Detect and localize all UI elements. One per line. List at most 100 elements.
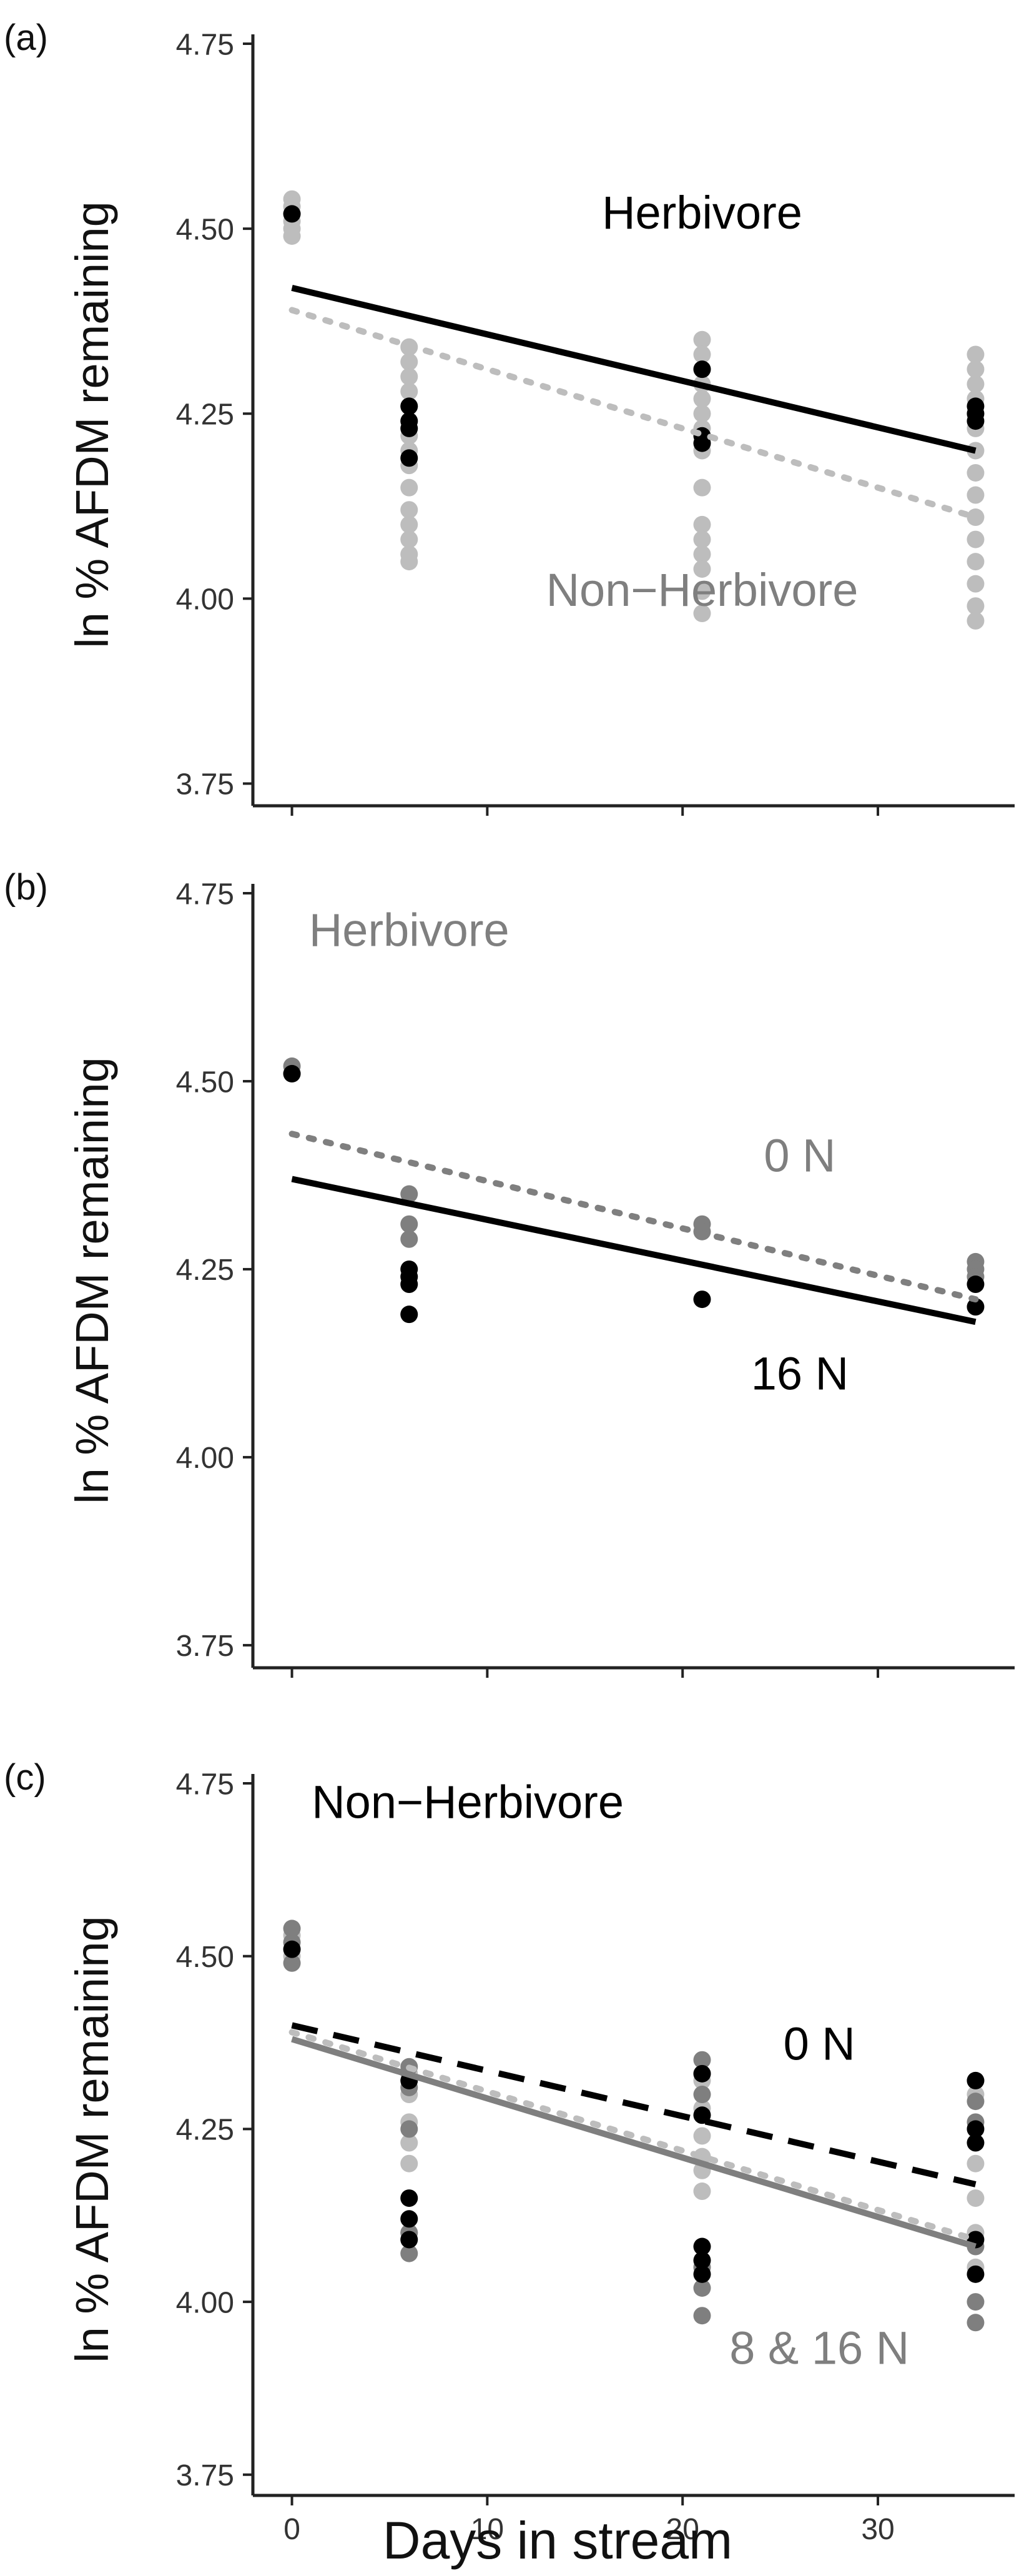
data-point-16-n (693, 2279, 711, 2297)
data-point-8-n (400, 2134, 418, 2152)
data-point-16-n (693, 2051, 711, 2069)
panel-label: (b) (4, 867, 48, 908)
data-point-16-n (967, 1298, 985, 1316)
data-point-0-n (400, 2210, 418, 2228)
y-tick-label: 4.50 (176, 1066, 234, 1099)
data-point-non-herbivore (693, 515, 711, 533)
data-point-non-herbivore (693, 405, 711, 423)
fit-line-non-herbivore (288, 307, 979, 521)
x-tick-label: 0 (283, 2513, 300, 2546)
panel-a: (a) 3.75 4.00 4.25 4.50 4.75 ln % AFDM remaini… (4, 17, 1015, 816)
data-point-non-herbivore (693, 530, 711, 548)
data-point-0-n (283, 1940, 301, 1958)
data-point-0-n (967, 2134, 985, 2152)
fit-line-0-n (288, 1131, 979, 1303)
fit-line-16-n (291, 1176, 977, 1325)
data-point-herbivore (967, 412, 985, 430)
x-axis-title: Days in stream (383, 2511, 732, 2570)
annotation-0-n: 0 N (764, 1129, 835, 1181)
data-point-0-n (400, 1185, 418, 1203)
annotation-non-herbivore: Non−Herbivore (312, 1776, 624, 1828)
data-point-non-herbivore (967, 597, 985, 615)
data-point-non-herbivore (400, 382, 418, 400)
data-point-0-n (693, 2064, 711, 2083)
data-point-8-n (693, 2127, 711, 2145)
fit-line-16-n (291, 2036, 977, 2250)
data-point-non-herbivore (967, 612, 985, 630)
data-point-8-n (693, 2182, 711, 2201)
data-point-16-n (967, 2314, 985, 2332)
data-point-non-herbivore (693, 605, 711, 623)
data-point-8-n (400, 2154, 418, 2172)
data-point-non-herbivore (967, 486, 985, 504)
data-point-non-herbivore (967, 360, 985, 379)
data-point-non-herbivore (693, 390, 711, 408)
annotation-herbivore: Herbivore (309, 904, 510, 956)
data-point-non-herbivore (400, 353, 418, 371)
y-tick-label: 4.00 (176, 2286, 234, 2319)
annotation-herbivore: Herbivore (602, 187, 802, 239)
data-point-0-n (693, 2251, 711, 2269)
y-tick-label: 4.00 (176, 1442, 234, 1475)
annotation-0-n: 0 N (784, 2018, 855, 2070)
data-point-16-n (400, 2244, 418, 2262)
data-point-non-herbivore (283, 227, 301, 245)
y-axis-title: ln % AFDM remaining (66, 1916, 118, 2363)
y-tick-label: 4.25 (176, 1254, 234, 1287)
data-point-16-n (967, 2293, 985, 2311)
data-point-herbivore (400, 397, 418, 415)
y-tick-label: 4.75 (176, 28, 234, 61)
data-point-0-n (967, 2071, 985, 2089)
panel-label: (c) (4, 1757, 46, 1798)
data-point-16-n (283, 1064, 301, 1082)
data-point-0-n (400, 1230, 418, 1248)
data-point-non-herbivore (967, 553, 985, 571)
data-point-non-herbivore (967, 345, 985, 364)
x-tick-label: 30 (861, 2513, 894, 2546)
data-point-herbivore (693, 434, 711, 452)
panel-c: (c) 3.75 4.00 4.25 4.50 4.75 0 10 20 30 ln % AFDM … (4, 1757, 1015, 2546)
data-point-non-herbivore (693, 345, 711, 364)
x-tick-label: 20 (666, 2513, 699, 2546)
panel-label: (a) (4, 17, 48, 58)
fit-line-herbivore (291, 285, 977, 454)
data-point-0-n (400, 2189, 418, 2207)
data-point-8-n (967, 2189, 985, 2207)
data-point-16-n (400, 1276, 418, 1294)
data-point-non-herbivore (967, 508, 985, 527)
y-tick-label: 4.75 (176, 878, 234, 911)
data-point-0-n (400, 2231, 418, 2249)
data-point-non-herbivore (967, 575, 985, 593)
data-point-herbivore (400, 419, 418, 437)
annotation-16-n: 16 N (751, 1348, 849, 1400)
data-point-non-herbivore (967, 375, 985, 393)
data-point-non-herbivore (693, 560, 711, 578)
data-point-non-herbivore (967, 463, 985, 482)
data-point-non-herbivore (400, 368, 418, 386)
data-point-herbivore (283, 205, 301, 223)
data-point-non-herbivore (400, 530, 418, 548)
data-point-0-n (967, 2265, 985, 2283)
data-point-non-herbivore (967, 530, 985, 548)
y-tick-label: 3.75 (176, 768, 234, 801)
data-point-non-herbivore (400, 501, 418, 519)
y-tick-label: 4.50 (176, 1941, 234, 1974)
y-tick-label: 4.25 (176, 399, 234, 432)
y-tick-label: 4.25 (176, 2114, 234, 2147)
fit-line-0-n (291, 2022, 977, 2187)
data-point-16-n (693, 2307, 711, 2325)
data-point-non-herbivore (400, 553, 418, 571)
x-tick-label: 10 (471, 2513, 504, 2546)
data-point-8-n (967, 2154, 985, 2172)
data-point-0-n (400, 1215, 418, 1233)
data-point-16-n (967, 1276, 985, 1294)
data-point-non-herbivore (693, 582, 711, 600)
data-point-0-n (693, 2265, 711, 2283)
data-point-non-herbivore (400, 515, 418, 533)
panel-b: (b) 3.75 4.00 4.25 4.50 4.75 ln % AFDM remaini… (4, 867, 1015, 1678)
data-point-16-n (283, 1920, 301, 1938)
data-point-non-herbivore (400, 478, 418, 497)
annotation-8-16-n: 8 & 16 N (729, 2322, 909, 2374)
data-point-herbivore (400, 449, 418, 467)
